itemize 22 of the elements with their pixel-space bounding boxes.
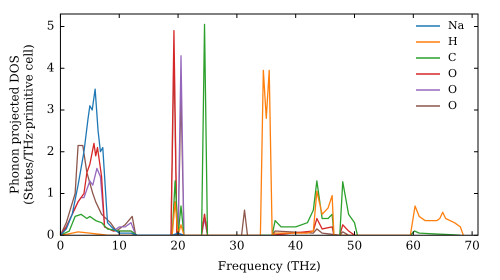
- y-tick-label: 1: [46, 186, 54, 200]
- x-tick-label: 10: [112, 238, 127, 253]
- legend-label: H: [448, 34, 458, 48]
- legend-label: O: [448, 82, 458, 96]
- y-tick-label: 3: [46, 102, 54, 116]
- y-tick-label: 2: [46, 144, 54, 158]
- x-tick-label: 0: [56, 238, 64, 253]
- legend-label: O: [448, 66, 458, 80]
- x-tick-label: 50: [346, 238, 362, 253]
- x-tick-label: 40: [288, 238, 304, 253]
- x-tick-label: 20: [170, 238, 186, 253]
- y-tick-label: 0: [46, 227, 54, 242]
- x-tick-label: 70: [464, 238, 480, 253]
- legend-label: O: [448, 98, 458, 112]
- x-axis-title: Frequency (THz): [218, 258, 321, 273]
- y-tick-label: 4: [46, 60, 55, 74]
- y-axis-title: Phonon projected DOS (States/THz·primitive cell): [7, 44, 36, 205]
- x-tick-label: 30: [229, 238, 245, 253]
- legend-label: Na: [448, 18, 465, 32]
- y-tick-label: 5: [46, 18, 54, 33]
- x-tick-label: 60: [406, 238, 421, 253]
- legend-label: C: [448, 50, 456, 64]
